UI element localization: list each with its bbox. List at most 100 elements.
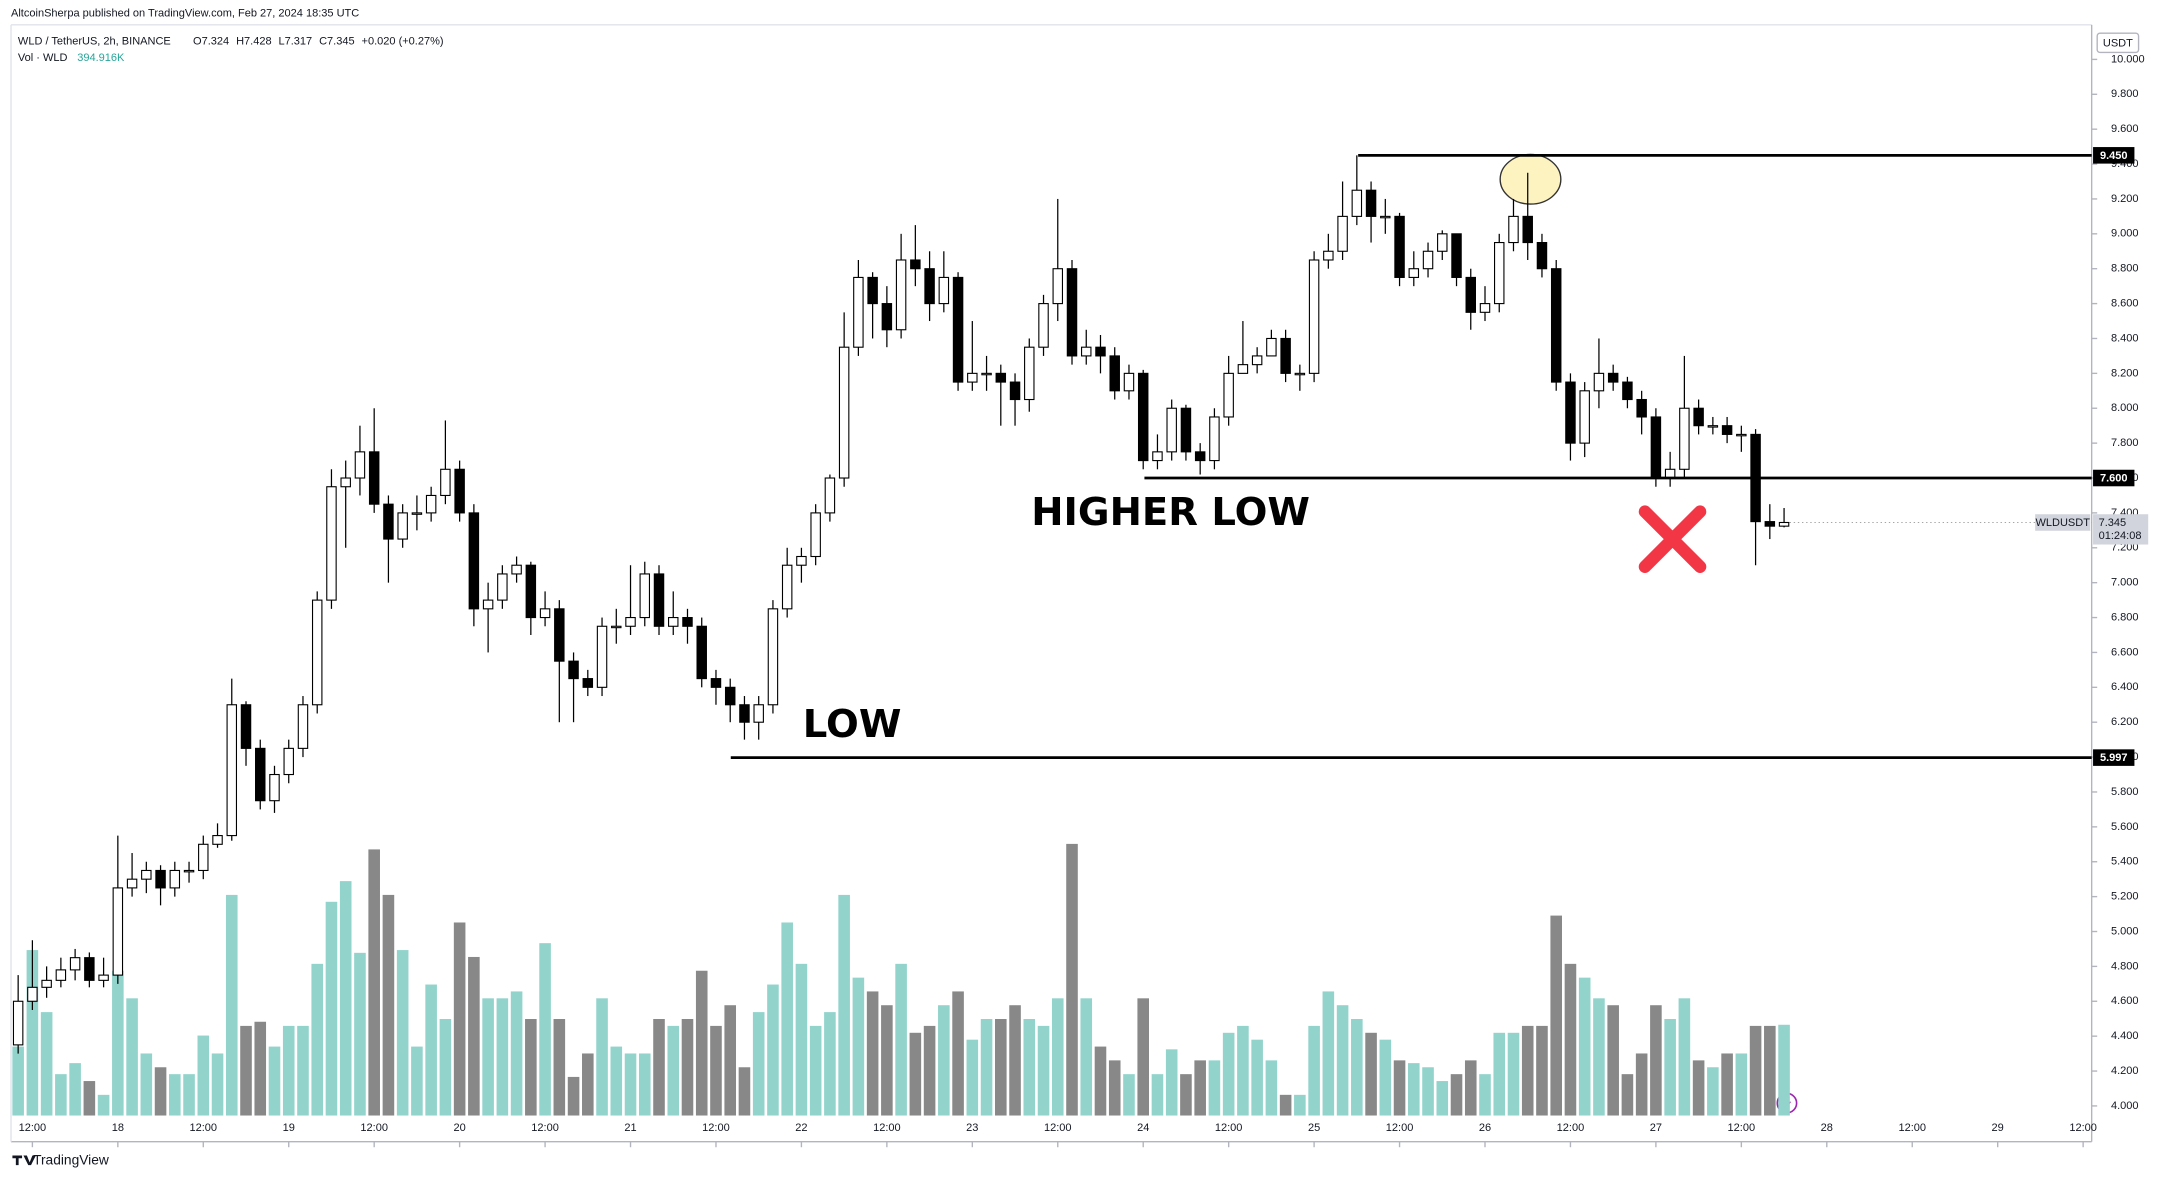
candle-body [1166, 407, 1177, 453]
volume-bar [40, 1012, 53, 1116]
candle-body [668, 617, 679, 627]
x-tick-label: 27 [1650, 1122, 1662, 1134]
volume-bar [254, 1021, 267, 1116]
legend-value: H7.428 [236, 35, 272, 47]
volume-bar [653, 1019, 665, 1116]
volume-bar [1351, 1019, 1363, 1116]
currency-box [2096, 32, 2140, 54]
volume-bar [69, 1063, 81, 1116]
volume-bar [83, 1081, 96, 1116]
volume-bar [995, 1019, 1007, 1116]
x-tick-label: 26 [1479, 1122, 1491, 1134]
volume-bar [297, 1025, 309, 1116]
last-price-box [2093, 514, 2149, 545]
volume-bar [1678, 998, 1691, 1116]
candle-body [12, 1000, 24, 1046]
volume-bar [1650, 1005, 1662, 1116]
volume-bar [852, 977, 865, 1116]
candle-body [311, 599, 323, 706]
x-tick-label: 12:00 [1898, 1122, 1926, 1134]
candle-body [1180, 407, 1192, 453]
candle-body [255, 747, 266, 802]
candle-body [340, 477, 351, 488]
volume-bar [681, 1019, 694, 1116]
y-tick-label: 9.600 [2111, 123, 2139, 135]
volume-bar [1279, 1094, 1292, 1116]
candle-body [952, 276, 964, 383]
candle-body [1351, 189, 1363, 217]
level-label-box [2093, 749, 2135, 766]
volume-bar [1578, 977, 1591, 1116]
y-tick-label: 8.000 [2111, 402, 2139, 414]
y-tick-label: 7.200 [2111, 542, 2139, 554]
candle-body [1294, 372, 1306, 376]
volume-bar [667, 1025, 680, 1116]
volume-bar [1493, 1032, 1506, 1116]
volume-bar [1094, 1046, 1107, 1116]
candle-body [511, 564, 522, 575]
level-label: 9.450 [2100, 150, 2128, 162]
candle-body [739, 704, 750, 723]
candle-body [1721, 425, 1733, 435]
volume-bar [1422, 1067, 1434, 1116]
volume-bar [567, 1076, 580, 1116]
x-tick-label: 22 [795, 1122, 807, 1134]
candle-body [1679, 407, 1690, 470]
volume-bar [225, 894, 238, 1116]
volume-bar [738, 1067, 751, 1116]
y-tick-label: 4.600 [2111, 995, 2139, 1007]
y-tick-label: 6.400 [2111, 681, 2139, 693]
candle-body [1024, 346, 1035, 401]
candle-body [1636, 398, 1647, 418]
candle-body [354, 451, 366, 479]
candle-body [1579, 390, 1590, 444]
volume-bar [382, 894, 395, 1116]
x-tick-label: 18 [112, 1122, 124, 1134]
candle-body [1422, 250, 1434, 270]
volume-bar [724, 1005, 737, 1116]
volume-bar [1294, 1094, 1306, 1116]
volume-bar [396, 950, 409, 1116]
volume-bar [923, 1025, 936, 1116]
candle-body [383, 503, 394, 540]
y-tick-label: 8.800 [2111, 263, 2139, 275]
candle-body [1693, 407, 1704, 427]
volume-bar [1550, 915, 1562, 1116]
volume-bar [610, 1046, 623, 1116]
volume-bar [1507, 1032, 1520, 1116]
candle-body [582, 678, 594, 688]
x-tick-label: 23 [966, 1122, 978, 1134]
candle-body [1280, 337, 1291, 374]
y-tick-label: 10.000 [2111, 53, 2145, 65]
y-tick-label: 5.000 [2111, 925, 2139, 937]
candle-body [397, 512, 408, 540]
volume-bar [895, 963, 907, 1116]
volume-bar [482, 998, 494, 1116]
volume-bar [881, 1005, 893, 1116]
volume-bar [154, 1067, 167, 1116]
candle-body [1607, 372, 1619, 383]
volume-bar [1479, 1074, 1491, 1116]
x-tick-label: 28 [1821, 1122, 1833, 1134]
volume-bar [240, 1025, 252, 1116]
candle-body [525, 564, 537, 619]
volume-bar [1536, 1025, 1548, 1116]
volume-bar [795, 963, 808, 1116]
volume-bar [1450, 1074, 1463, 1116]
volume-bar [211, 1053, 224, 1116]
candle-body [895, 259, 907, 331]
level-label: 7.600 [2100, 473, 2128, 485]
x-tick-label: 21 [624, 1122, 636, 1134]
candle-body [1308, 259, 1320, 374]
volume-bar [425, 984, 437, 1116]
volume-bar [909, 1032, 922, 1116]
y-tick-label: 8.600 [2111, 298, 2139, 310]
volume-bar [510, 991, 523, 1116]
currency: USDT [2103, 37, 2133, 49]
volume-bar [966, 1039, 979, 1116]
y-tick-label: 5.600 [2111, 821, 2139, 833]
candle-body [724, 686, 736, 706]
candle-body [1494, 241, 1505, 305]
legend-value: +0.020 (+0.27%) [362, 35, 444, 47]
volume-bar [368, 849, 380, 1116]
